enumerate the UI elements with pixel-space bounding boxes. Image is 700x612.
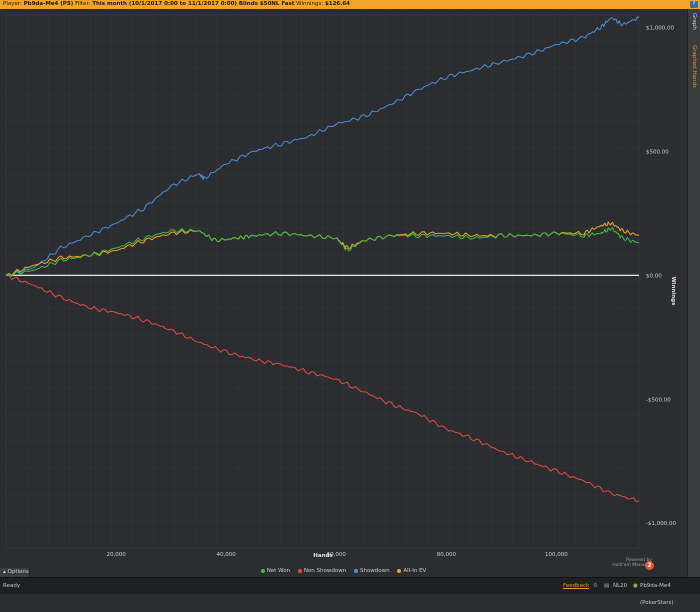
tab-graph[interactable]: Graph — [691, 13, 697, 30]
filter-label: Filter: — [75, 1, 91, 7]
winnings-label: Winnings: — [296, 1, 324, 7]
x-tick-label: 100,000 — [545, 552, 568, 558]
hm2-logo: Powered by Hold'em Manager — [612, 558, 652, 568]
y-tick-label: -$500.00 — [646, 397, 671, 403]
series-line-all-in-ev — [5, 221, 640, 276]
x-tick-label: 60,000 — [327, 552, 347, 558]
options-label: Options — [7, 569, 29, 575]
legend-label: All-In EV — [403, 568, 427, 574]
legend-label: Net Won — [266, 568, 291, 574]
chart-series — [5, 16, 640, 502]
legend-label: Showdown — [359, 568, 390, 574]
winnings-value: $126.64 — [324, 1, 350, 7]
options-button[interactable]: ▴ Options — [0, 568, 30, 577]
player-icon: ● — [633, 583, 638, 589]
x-tick-label: 80,000 — [437, 552, 457, 558]
active-player[interactable]: Pb9da-Me4 (PokerStars) — [640, 583, 674, 606]
series-line-net-won — [5, 227, 640, 277]
hm2-badge-icon: 2 — [645, 561, 654, 570]
status-text: Ready — [3, 583, 21, 589]
legend-dot — [397, 568, 402, 573]
y-tick-label: -$1,000.00 — [646, 521, 676, 527]
logo-line1: Powered by — [625, 558, 652, 563]
series-line-non-showdown — [5, 274, 640, 502]
notes-icon: ▤ — [604, 583, 610, 589]
logo-line2: Hold'em Manager — [612, 563, 652, 568]
help-icon[interactable]: ? — [690, 1, 698, 8]
filter-value[interactable]: This month (10/1/2017 0:00 to 11/1/2017 … — [92, 1, 295, 7]
y-axis-label: Winnings — [670, 277, 676, 307]
legend-item-all-in-ev[interactable]: All-In EV — [397, 568, 426, 574]
y-tick-label: $500.00 — [646, 149, 669, 155]
y-tick-label: $0.00 — [646, 273, 662, 279]
y-tick-label: $1,000.00 — [646, 25, 674, 31]
bug-icon: ⚙ — [593, 583, 598, 589]
winnings-chart: 20,000 40,000 60,000 80,000 100,000 $1,000.00… — [0, 9, 687, 568]
x-axis-label: Hands — [313, 553, 333, 559]
x-tick-label: 20,000 — [106, 552, 126, 558]
series-line-showdown — [5, 16, 640, 277]
chart-grid — [5, 14, 640, 549]
legend-dot — [353, 568, 358, 573]
stakes-label[interactable]: NL20 — [613, 583, 628, 589]
chart-ticks: 20,000 40,000 60,000 80,000 100,000 $1,000.00… — [106, 25, 676, 558]
legend-item-showdown[interactable]: Showdown — [353, 568, 390, 574]
legend-dot — [260, 568, 265, 573]
filter-header: Player: Pb9da-Me4 (PS) Filter: This mont… — [0, 0, 700, 9]
tab-graphed-hands[interactable]: Graphed Hands — [691, 45, 697, 88]
chart-legend: Net Won Non Showdown Showdown All-In EV — [0, 568, 687, 574]
legend-label: Non Showdown — [303, 568, 347, 574]
right-sidebar: Graph Graphed Hands — [687, 9, 700, 577]
status-bar: Ready Feedback ⚙ ▤ NL20 ● Pb9da-Me4 (Pok… — [0, 577, 700, 606]
options-bar: ▴ Options — [0, 568, 687, 577]
legend-item-non-showdown[interactable]: Non Showdown — [297, 568, 347, 574]
chevron-up-icon: ▴ — [3, 569, 6, 575]
feedback-link[interactable]: Feedback — [563, 583, 590, 589]
legend-dot — [297, 568, 302, 573]
x-tick-label: 40,000 — [217, 552, 237, 558]
legend-item-net-won[interactable]: Net Won — [260, 568, 291, 574]
player-value[interactable]: Pb9da-Me4 (PS) — [23, 1, 74, 7]
player-label: Player: — [3, 1, 22, 7]
